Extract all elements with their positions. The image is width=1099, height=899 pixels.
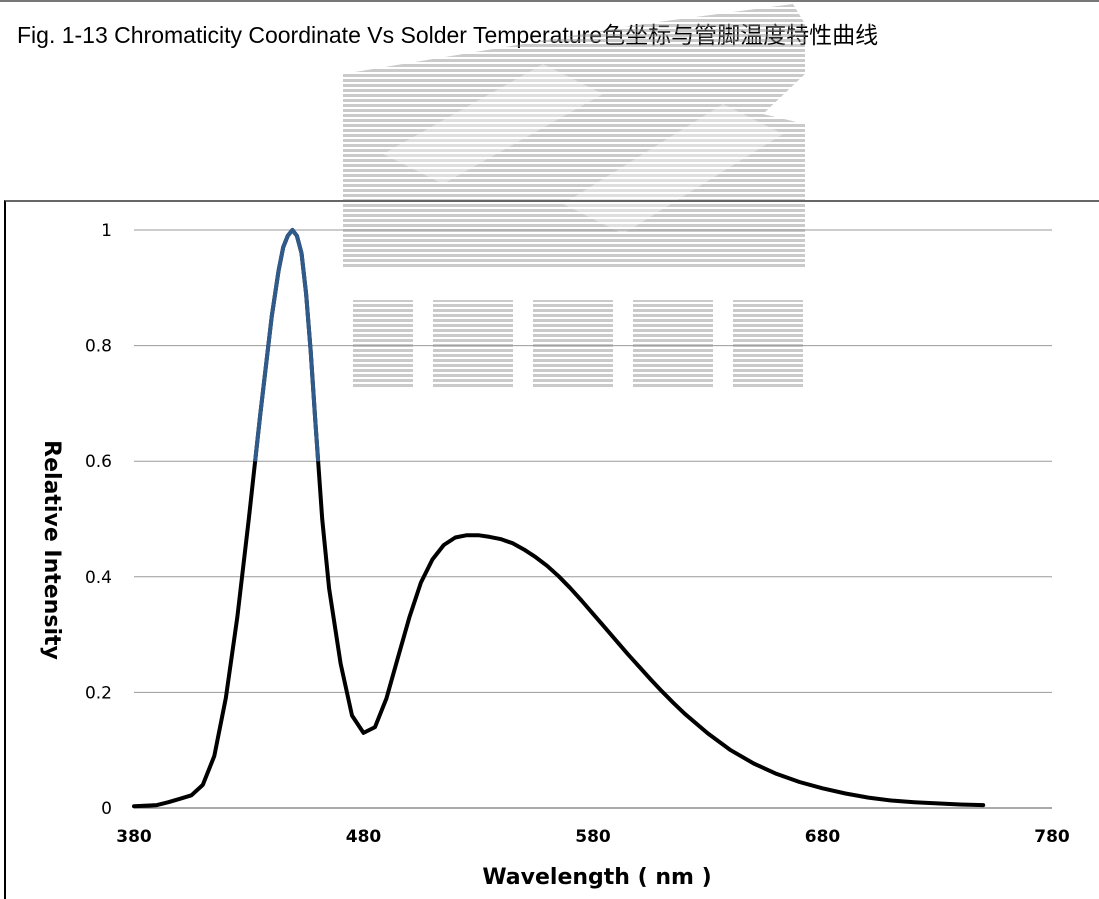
chart-frame [4,200,1099,899]
y-tick-label: 0.4 [85,568,112,588]
x-tick-label: 480 [346,827,382,847]
x-tick-label: 780 [1034,827,1070,847]
watermark-logo [343,4,805,388]
x-tick-label: 680 [805,827,841,847]
x-axis-label: Wavelength ( nm ) [482,865,711,890]
tick-labels: 0 0.2 0.4 0.6 0.8 1 380 480 580 680 780 [85,221,1070,847]
y-tick-label: 0.8 [85,337,112,357]
y-tick-label: 1 [101,221,112,241]
spectrum-peak-segment [253,228,321,462]
grid-layer [134,229,1052,809]
y-tick-label: 0 [101,799,112,819]
curve-layer [132,228,986,809]
x-tick-label: 380 [116,827,152,847]
y-tick-label: 0.2 [85,683,112,703]
x-tick-label: 580 [575,827,611,847]
spectrum-line [132,228,986,809]
y-axis-label: Relative Intensity [39,440,64,660]
top-rule [0,0,1099,2]
y-tick-label: 0.6 [85,452,112,472]
